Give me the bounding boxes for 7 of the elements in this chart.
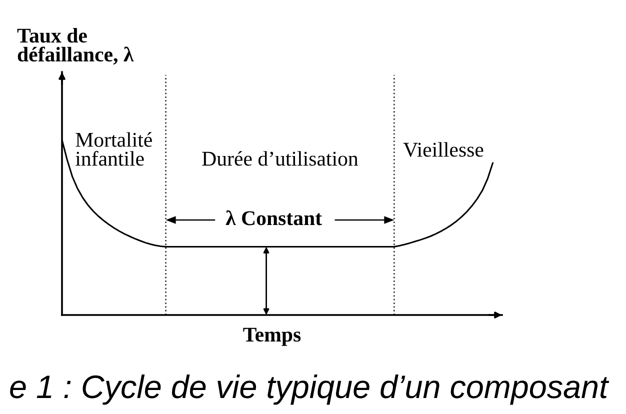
annotation: Durée d’utilisation: [202, 151, 358, 166]
annotation: Vieillesse: [403, 142, 484, 157]
x-axis-title: Temps: [243, 328, 301, 346]
annotation: Mortalité infantile: [76, 132, 152, 166]
annotation: λ Constant: [226, 210, 322, 226]
text: e 1 : Cycle de vie typique d’un composant: [10, 374, 610, 405]
y-axis-title: Taux de défaillance, λ: [17, 28, 134, 65]
